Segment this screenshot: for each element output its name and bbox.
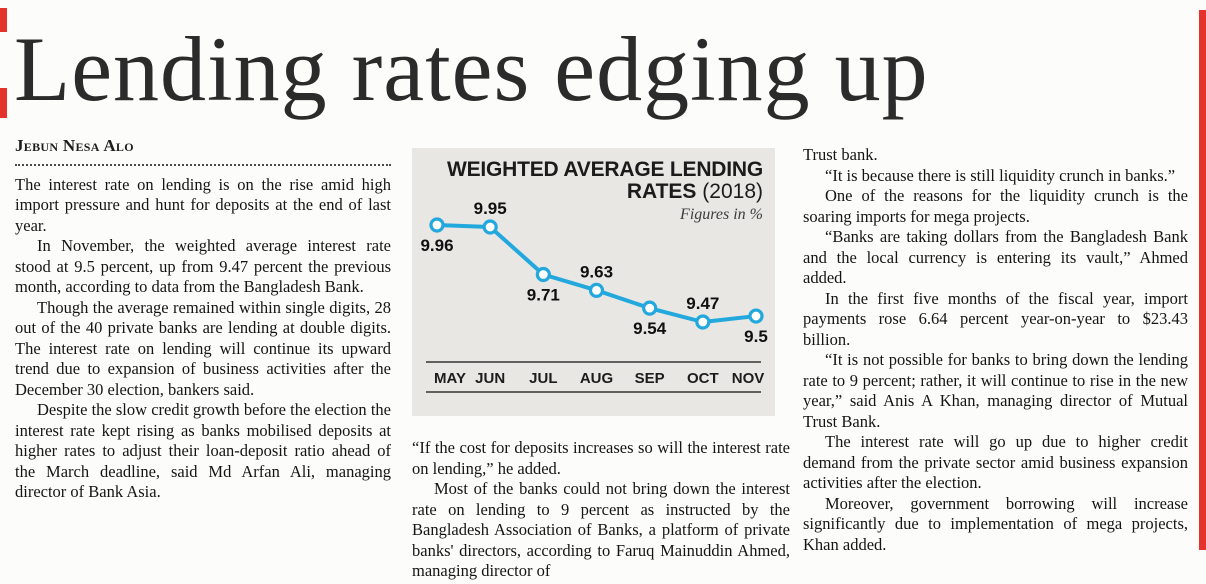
svg-text:9.47: 9.47 <box>686 294 719 313</box>
article-column-3: Trust bank. “It is because there is stil… <box>803 145 1188 555</box>
svg-text:JUN: JUN <box>475 370 505 387</box>
svg-text:NOV: NOV <box>732 370 765 387</box>
line-chart: 9.96 MAY 9.95 JUN 9.71 JUL 9.63 AUG 9.54 SEP 9.47 O… <box>420 199 768 393</box>
chart-title-line1: WEIGHTED AVERAGE LENDING <box>446 158 763 181</box>
byline: Jebun Nesa Alo <box>15 136 134 155</box>
paragraph: In the first five months of the fiscal y… <box>803 288 1188 349</box>
svg-text:AUG: AUG <box>580 370 613 387</box>
svg-text:9.95: 9.95 <box>474 199 507 218</box>
svg-text:MAY: MAY <box>434 370 466 387</box>
svg-text:9.96: 9.96 <box>420 236 453 255</box>
svg-text:JUL: JUL <box>529 370 557 387</box>
article-column-1: Jebun Nesa Alo The interest rate on lend… <box>15 136 391 503</box>
paragraph: Trust bank. <box>803 145 878 164</box>
svg-text:9.5: 9.5 <box>744 327 768 346</box>
svg-text:9.54: 9.54 <box>633 319 667 338</box>
headline: Lending rates edging up <box>14 18 929 120</box>
page-edge-mark-right <box>1199 10 1206 550</box>
paragraph: In November, the weighted average intere… <box>15 236 391 296</box>
svg-text:SEP: SEP <box>635 370 665 387</box>
paragraph: “Banks are taking dollars from the Bangl… <box>803 227 1188 287</box>
chart-title-year: (2018) <box>702 179 763 203</box>
paragraph: The interest rate on lending is on the r… <box>15 174 391 235</box>
chart-title-line2: RATES (2018) <box>422 179 763 203</box>
paragraph: “If the cost for deposits increases so w… <box>412 438 790 478</box>
chart-subtitle: Figures in % <box>680 206 763 223</box>
svg-text:9.63: 9.63 <box>580 262 613 281</box>
lending-rates-chart: WEIGHTED AVERAGE LENDING RATES (2018) Fi… <box>412 148 775 416</box>
chart-title-block: WEIGHTED AVERAGE LENDING RATES (2018) Fi… <box>422 158 763 226</box>
byline-divider <box>15 163 391 166</box>
paragraph: One of the reasons for the liquidity cru… <box>803 186 1188 226</box>
paragraph: The interest rate will go up due to high… <box>803 432 1188 492</box>
paragraph: Moreover, government borrowing will incr… <box>803 493 1188 554</box>
page-edge-mark-left-lower <box>0 88 7 118</box>
svg-text:OCT: OCT <box>687 370 719 387</box>
paragraph: Though the average remained within singl… <box>15 297 391 399</box>
paragraph: Most of the banks could not bring down t… <box>412 479 790 580</box>
chart-title-rates: RATES <box>626 179 697 203</box>
paragraph: “It is not possible for banks to bring d… <box>803 350 1188 431</box>
article-column-2: WEIGHTED AVERAGE LENDING RATES (2018) Fi… <box>412 148 790 582</box>
page-edge-mark-left-top <box>0 8 7 32</box>
svg-text:9.71: 9.71 <box>527 285 560 304</box>
paragraph: “It is because there is still liquidity … <box>825 165 1176 185</box>
paragraph: Despite the slow credit growth before th… <box>15 400 391 501</box>
